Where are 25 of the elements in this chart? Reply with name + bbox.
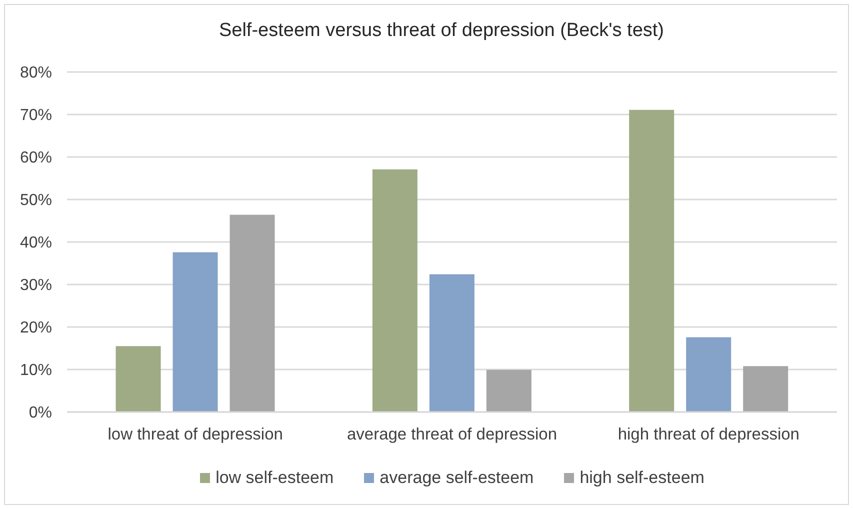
y-tick-label: 10% bbox=[20, 362, 52, 380]
y-tick-label: 20% bbox=[20, 320, 52, 337]
bar bbox=[743, 366, 788, 412]
legend-label: average self-esteem bbox=[380, 468, 534, 488]
bar bbox=[629, 110, 674, 412]
chart-title: Self-esteem versus threat of depression (Beck's test) bbox=[218, 20, 666, 42]
legend-label: low self-esteem bbox=[216, 468, 334, 488]
y-tick-label: 50% bbox=[20, 192, 52, 210]
y-tick-label: 40% bbox=[20, 234, 52, 252]
bar bbox=[372, 169, 418, 412]
bar bbox=[486, 370, 532, 412]
y-tick-label: 80% bbox=[20, 64, 52, 82]
x-tick-label: average threat of depression bbox=[346, 426, 558, 444]
legend-label: high self-esteem bbox=[580, 468, 704, 488]
bar bbox=[172, 252, 218, 412]
bar bbox=[116, 346, 161, 412]
y-tick-label: 70% bbox=[20, 107, 52, 124]
bar bbox=[429, 274, 474, 412]
y-tick-label: 60% bbox=[20, 150, 52, 167]
x-tick-label: low threat of depression bbox=[108, 426, 283, 444]
bar bbox=[686, 337, 732, 412]
bar bbox=[230, 214, 275, 412]
y-tick-label: 30% bbox=[20, 277, 52, 294]
y-tick-label: 0% bbox=[28, 404, 52, 422]
x-tick-label: high threat of depression bbox=[618, 426, 800, 444]
